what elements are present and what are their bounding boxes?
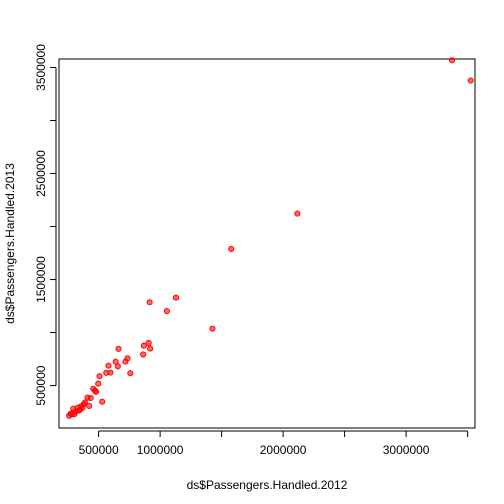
data-point — [84, 394, 91, 401]
y-tick-label: 1500000 — [34, 256, 48, 303]
data-point — [90, 385, 97, 392]
plot-frame — [58, 58, 476, 429]
x-tick-label: 2000000 — [260, 443, 307, 457]
data-point — [122, 358, 129, 365]
data-point — [228, 245, 235, 252]
y-tick-label: 500000 — [34, 365, 48, 405]
data-point — [66, 412, 73, 419]
y-tick-label: 2500000 — [34, 150, 48, 197]
data-points — [66, 57, 474, 419]
y-tick-label: 3500000 — [34, 44, 48, 91]
data-point — [209, 325, 216, 332]
data-point — [70, 405, 77, 412]
y-axis: 500000 1500000 2500000 3500000 — [34, 44, 57, 406]
data-point — [448, 57, 456, 64]
data-point — [127, 370, 134, 377]
data-point — [146, 299, 153, 306]
data-point — [140, 351, 147, 358]
data-point — [112, 358, 119, 365]
data-point — [115, 345, 122, 352]
x-tick-label: 500000 — [79, 443, 119, 457]
data-point — [99, 398, 106, 405]
x-tick-label: 3000000 — [383, 443, 430, 457]
data-point — [103, 369, 110, 376]
data-point — [294, 210, 301, 217]
data-point — [172, 294, 180, 301]
data-point — [467, 77, 474, 84]
y-axis-title: ds$Passengers.Handled.2013 — [3, 163, 17, 324]
data-point — [140, 342, 147, 349]
data-point — [95, 380, 102, 387]
data-point — [147, 345, 154, 352]
data-point — [105, 362, 112, 369]
x-tick-label: 1000000 — [137, 443, 184, 457]
x-axis-title: ds$Passengers.Handled.2012 — [187, 478, 348, 492]
data-point — [86, 402, 93, 409]
data-point — [163, 307, 170, 315]
data-point — [145, 339, 152, 347]
x-axis: 500000 1000000 2000000 3000000 — [79, 430, 469, 457]
data-point — [96, 373, 103, 380]
